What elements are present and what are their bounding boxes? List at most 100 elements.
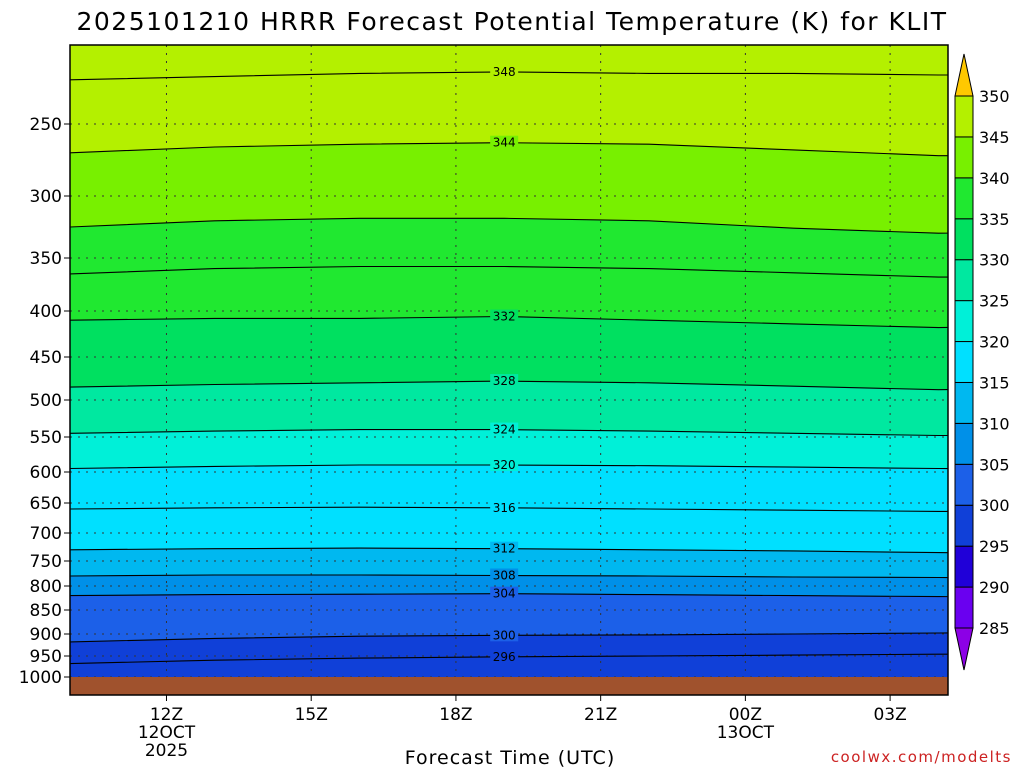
y-tick-label-450: 450 [30, 348, 62, 368]
isentrope-label-bg-308 [490, 568, 519, 582]
isentrope-label-312: 312 [493, 542, 516, 556]
isentrope-label-bg-320 [490, 458, 519, 471]
colorbar-label-315: 315 [979, 373, 1010, 392]
colorbar-segment-320 [954, 300, 974, 343]
isentrope-324 [70, 429, 948, 437]
y-tick-label-800: 800 [30, 577, 62, 597]
colorbar-label-285: 285 [979, 619, 1010, 638]
isentrope-label-316: 316 [493, 501, 516, 515]
colorbar-label-325: 325 [979, 292, 1010, 311]
colorbar-segment-340 [954, 136, 974, 179]
x-tick-label-18Z: 18Z [439, 705, 472, 725]
colorbar-label-305: 305 [979, 455, 1010, 474]
isentrope-label-344: 344 [493, 136, 516, 150]
contour-fill [70, 45, 948, 695]
isentropes [70, 71, 948, 665]
colorbar-label-310: 310 [979, 414, 1010, 433]
y-tick-label-1000: 1000 [19, 668, 62, 688]
isentrope-labels: 348 344 332 328 324 320 316 312 308 304 300 296 [490, 64, 519, 664]
colorbar-label-350: 350 [979, 87, 1010, 106]
colorbar-top-arrow [954, 53, 974, 97]
x-tick-date-13OCT: 13OCT [717, 723, 775, 743]
colorbar-segment-330 [954, 218, 974, 261]
colorbar-segment-285 [954, 586, 974, 629]
isentrope-312 [70, 547, 948, 554]
isentrope-label-bg-348 [490, 64, 519, 78]
colorbar-segment-345 [954, 95, 974, 138]
colorbar-label-330: 330 [979, 251, 1010, 270]
isentrope-340 [70, 217, 948, 234]
colorbar-label-340: 340 [979, 169, 1010, 188]
isentrope-label-bg-332 [490, 309, 519, 323]
x-tick-label-12Z: 12Z [150, 705, 183, 725]
colorbar-segment-325 [954, 259, 974, 302]
isentrope-label-bg-300 [490, 628, 519, 642]
x-tick-label-03Z: 03Z [873, 705, 906, 725]
y-axis: 250 300 350 400 450 500 550 600 650 700 750 800 850 9… [19, 115, 70, 688]
y-tick-label-600: 600 [30, 463, 62, 483]
isentrope-label-324: 324 [493, 423, 516, 437]
colorbar-label-320: 320 [979, 333, 1010, 352]
isentrope-348 [70, 71, 948, 81]
plot-frame [69, 44, 949, 696]
y-tick-label-250: 250 [30, 115, 62, 135]
isentrope-336 [70, 265, 948, 278]
isentrope-300 [70, 631, 948, 643]
isentrope-328 [70, 380, 948, 391]
isentrope-316 [70, 506, 948, 512]
isentrope-304 [70, 593, 948, 598]
x-tick-year: 2025 [145, 741, 188, 761]
x-axis-label: Forecast Time (UTC) [405, 747, 615, 768]
isentrope-label-bg-324 [490, 422, 519, 436]
colorbar: 285 290 295 300 305 310 315 320 325 330 335 340 345 3… [954, 53, 1010, 671]
x-tick-label-21Z: 21Z [584, 705, 617, 725]
colorbar-label-300: 300 [979, 496, 1010, 515]
isentrope-label-320: 320 [493, 458, 516, 472]
y-tick-label-550: 550 [30, 428, 62, 448]
y-tick-label-500: 500 [30, 391, 62, 411]
x-tick-date-12OCT: 12OCT [138, 723, 196, 743]
colorbar-label-295: 295 [979, 537, 1010, 556]
isentrope-344 [70, 142, 948, 157]
colorbar-bottom-arrow [954, 627, 974, 671]
y-tick-label-650: 650 [30, 494, 62, 514]
colorbar-segment-290 [954, 545, 974, 588]
isentrope-label-bg-296 [490, 649, 519, 663]
y-tick-label-750: 750 [30, 552, 62, 572]
isentrope-296 [70, 653, 948, 665]
isentrope-label-348: 348 [493, 65, 516, 79]
colorbar-segment-295 [954, 504, 974, 547]
isentrope-label-300: 300 [493, 628, 516, 642]
isentrope-320 [70, 464, 948, 470]
colorbar-segment-310 [954, 381, 974, 424]
isentrope-label-328: 328 [493, 374, 516, 388]
isentrope-label-bg-344 [490, 135, 519, 149]
ground-terrain [70, 677, 948, 695]
y-tick-label-350: 350 [30, 249, 62, 269]
y-tick-label-400: 400 [30, 302, 62, 322]
x-tick-label-00Z: 00Z [729, 705, 762, 725]
y-tick-label-300: 300 [30, 187, 62, 207]
colorbar-label-335: 335 [979, 210, 1010, 229]
colorbar-segment-335 [954, 177, 974, 220]
isentrope-308 [70, 574, 948, 579]
isentrope-label-296: 296 [493, 650, 516, 664]
isentrope-label-bg-304 [490, 586, 519, 600]
y-tick-label-950: 950 [30, 647, 62, 667]
colorbar-segment-305 [954, 422, 974, 465]
colorbar-label-345: 345 [979, 128, 1010, 147]
gridlines [70, 45, 948, 678]
isentrope-label-308: 308 [493, 569, 516, 583]
y-tick-label-700: 700 [30, 524, 62, 544]
isentrope-label-bg-312 [490, 541, 519, 555]
isentrope-label-bg-328 [490, 374, 519, 388]
colorbar-label-290: 290 [979, 578, 1010, 597]
x-tick-label-15Z: 15Z [295, 705, 328, 725]
isentrope-332 [70, 315, 948, 329]
isentrope-label-332: 332 [493, 310, 516, 324]
y-tick-label-900: 900 [30, 625, 62, 645]
isentrope-label-304: 304 [493, 587, 516, 601]
chart-title: 2025101210 HRRR Forecast Potential Tempe… [76, 7, 947, 36]
